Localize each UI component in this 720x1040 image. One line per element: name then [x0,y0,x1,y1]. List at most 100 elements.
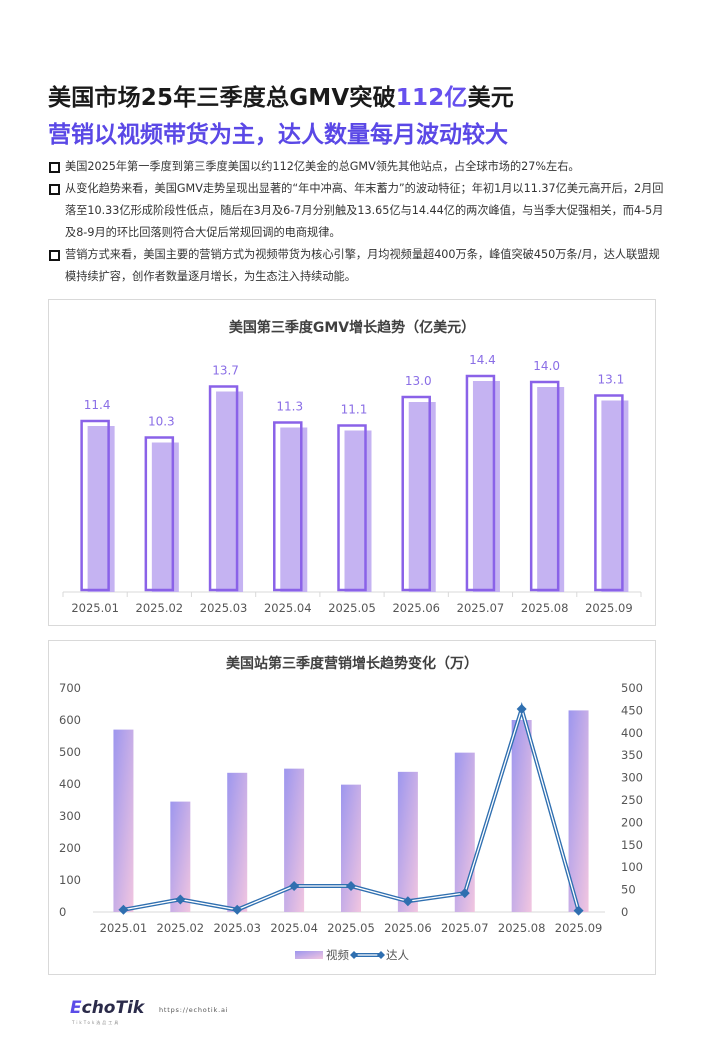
diamond-marker-icon [232,904,243,915]
x-tick-label: 2025.08 [521,601,569,615]
right-axis-label: 450 [621,703,643,717]
bar-2025.01 [80,419,115,592]
bar-2025.09 [594,394,629,592]
right-axis-label: 500 [621,681,643,695]
right-axis-label: 400 [621,726,643,740]
page-title: 美国市场25年三季度总GMV突破112亿美元 [48,78,514,112]
bullet-text: 营销方式来看，美国主要的营销方式为视频带货为核心引擎，月均视频量超400万条，峰… [65,248,660,283]
x-tick-label: 2025.06 [384,921,432,935]
right-axis-label: 200 [621,815,643,829]
x-tick-label: 2025.02 [136,601,184,615]
data-label: 14.0 [533,359,560,373]
right-axis-label: 0 [621,905,628,919]
chart-legend: 视频 达人 [295,948,409,962]
square-bullet-icon [49,184,60,195]
diamond-marker-icon [289,881,300,892]
x-tick-label: 2025.04 [264,601,312,615]
title-prefix: 美国市场25年三季度总GMV突破 [48,85,396,111]
x-tick-label: 2025.03 [213,921,261,935]
x-tick-label: 2025.08 [498,921,546,935]
x-tick-label: 2025.09 [585,601,633,615]
x-tick-label: 2025.03 [200,601,248,615]
bar-2025.04 [273,421,308,592]
x-tick-label: 2025.07 [441,921,489,935]
data-label: 10.3 [148,415,175,429]
diamond-marker-icon [459,888,470,899]
x-tick-label: 2025.01 [100,921,148,935]
left-axis-label: 400 [59,777,81,791]
right-axis-label: 150 [621,838,643,852]
x-tick-label: 2025.04 [270,921,318,935]
title-suffix: 美元 [467,85,514,111]
echotik-logo[interactable]: EchoTik [70,998,144,1018]
gmv-chart-title: 美国第三季度GMV增长趋势（亿美元） [228,320,476,336]
x-tick-label: 2025.09 [555,921,603,935]
video-bar-2025.08 [511,720,532,912]
left-axis-label: 300 [59,809,81,823]
bullet-list: 美国2025年第一季度到第三季度美国以约112亿美金的总GMV领先其他站点，占全… [48,156,668,288]
diamond-marker-icon [402,896,413,907]
right-axis-label: 250 [621,793,643,807]
square-bullet-icon [49,162,60,173]
legend-video-label: 视频 [326,948,349,962]
x-tick-label: 2025.05 [328,601,376,615]
x-tick-label: 2025.07 [457,601,505,615]
video-bar-2025.03 [227,772,248,912]
bar-2025.06 [401,395,436,592]
bar-2025.03 [208,385,244,592]
logo-text: choTik [81,998,145,1018]
legend-creator-label: 达人 [386,948,409,962]
gmv-chart-card: 美国第三季度GMV增长趋势（亿美元） 11.4 2025.01 10.3 2025.0… [48,299,656,626]
video-bar-2025.05 [341,784,361,912]
logo-tagline: TikTok选品工具 [72,1020,121,1025]
left-axis-label: 0 [59,905,66,919]
footer-url-link[interactable]: https://echotik.ai [159,1006,229,1014]
data-label: 13.7 [212,364,239,378]
video-bar-2025.04 [284,768,305,912]
data-label: 11.4 [84,398,111,412]
x-tick-label: 2025.06 [392,601,440,615]
x-tick-label: 2025.02 [157,921,205,935]
legend-video-swatch [295,951,323,959]
bullet-item: 营销方式来看，美国主要的营销方式为视频带货为核心引擎，月均视频量超400万条，峰… [48,244,668,288]
video-bar-2025.02 [170,801,191,912]
left-axis-label: 500 [59,745,81,759]
diamond-marker-icon [175,894,186,905]
data-label: 13.0 [405,374,432,388]
title-accent: 112亿 [395,85,468,111]
data-label: 14.4 [469,353,496,367]
right-axis-label: 50 [621,883,636,897]
page-subtitle: 营销以视频带货为主，达人数量每月波动较大 [48,122,508,148]
diamond-marker-icon [516,704,527,715]
marketing-combo-chart: 0 100 200 300 400 500 600 700 0 50 100 150 200 250 300… [59,681,643,962]
marketing-chart-card: 美国站第三季度营销增长趋势变化（万） 0 100 200 300 400 500 600 70… [48,640,656,975]
x-tick-label: 2025.05 [327,921,375,935]
right-axis-label: 350 [621,748,643,762]
left-axis-label: 700 [59,681,81,695]
bar-2025.05 [337,424,372,592]
left-axis-label: 600 [59,713,81,727]
bar-2025.07 [465,374,500,592]
bar-2025.02 [144,436,179,592]
legend-diamond-icon [377,951,385,959]
bullet-item: 从变化趋势来看，美国GMV走势呈现出显著的“年中冲高、年末蓄力”的波动特征；年初… [48,178,668,244]
video-bar-2025.01 [113,729,134,912]
data-label: 13.1 [598,373,625,387]
left-axis-label: 200 [59,841,81,855]
bullet-text: 美国2025年第一季度到第三季度美国以约112亿美金的总GMV领先其他站点，占全… [65,160,580,173]
video-bar-2025.09 [568,710,589,912]
diamond-marker-icon [118,904,129,915]
marketing-chart-title: 美国站第三季度营销增长趋势变化（万） [226,656,478,672]
right-axis-label: 100 [621,860,643,874]
diamond-marker-icon [346,881,356,892]
video-bar-2025.06 [397,771,418,912]
left-axis-label: 100 [59,873,81,887]
diamond-marker-icon [573,905,584,916]
x-tick-label: 2025.01 [71,601,119,615]
right-axis-label: 300 [621,771,643,785]
bar-2025.08 [529,380,565,592]
square-bullet-icon [49,250,60,261]
bullet-item: 美国2025年第一季度到第三季度美国以约112亿美金的总GMV领先其他站点，占全… [48,156,668,178]
bullet-text: 从变化趋势来看，美国GMV走势呈现出显著的“年中冲高、年末蓄力”的波动特征；年初… [65,182,664,239]
data-label: 11.1 [341,403,368,417]
